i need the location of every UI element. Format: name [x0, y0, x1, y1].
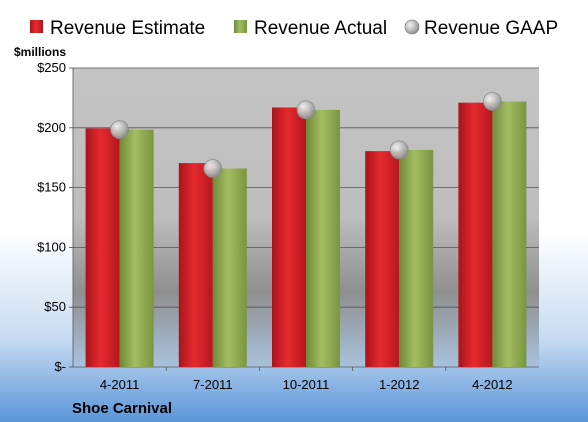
bar-revenue-actual [212, 168, 247, 367]
bar-revenue-estimate [272, 107, 306, 367]
y-tick-label: $100 [37, 239, 66, 254]
y-tick-label: $50 [44, 299, 66, 314]
company-name: Shoe Carnival [72, 400, 172, 417]
bar-revenue-estimate [458, 102, 493, 368]
x-tick-label: 1-2012 [379, 377, 419, 392]
y-axis-ticks: $- $50 $100 $150 $200 $250 [37, 60, 539, 374]
point-revenue-gaap [296, 100, 316, 120]
point-revenue-gaap [389, 140, 409, 160]
legend-gaap-marker [404, 19, 420, 35]
point-revenue-gaap [110, 120, 129, 139]
point-revenue-gaap [203, 159, 223, 178]
bars [85, 92, 527, 368]
bar-revenue-actual [306, 109, 340, 368]
y-tick-label: $- [54, 359, 66, 374]
y-tick-label: $200 [37, 120, 66, 135]
x-tick-label: 4-2012 [472, 377, 512, 392]
y-tick-label: $250 [37, 60, 66, 75]
bar-revenue-actual [492, 101, 527, 367]
legend-actual-label: Revenue Actual [254, 18, 387, 39]
legend-gaap-label: Revenue GAAP [424, 18, 558, 39]
bar-revenue-actual [119, 129, 154, 367]
legend-estimate-swatch [30, 20, 43, 33]
x-axis-ticks: 4-2011 7-2011 10-2011 1-2012 4-2012 [100, 367, 513, 392]
point-revenue-gaap [482, 92, 502, 111]
legend: Revenue Estimate Revenue Actual Revenue … [30, 18, 558, 39]
bar-revenue-actual [399, 149, 434, 367]
legend-actual-swatch [234, 20, 247, 33]
x-tick-label: 7-2011 [193, 377, 233, 392]
x-tick-label: 10-2011 [283, 377, 330, 392]
bar-revenue-estimate [178, 163, 213, 367]
bar-revenue-estimate [85, 128, 120, 367]
y-axis-unit-label: $millions [14, 45, 66, 59]
bar-revenue-estimate [365, 151, 400, 367]
legend-estimate-label: Revenue Estimate [50, 18, 205, 39]
y-tick-label: $150 [37, 180, 66, 195]
x-tick-label: 4-2011 [100, 377, 140, 392]
